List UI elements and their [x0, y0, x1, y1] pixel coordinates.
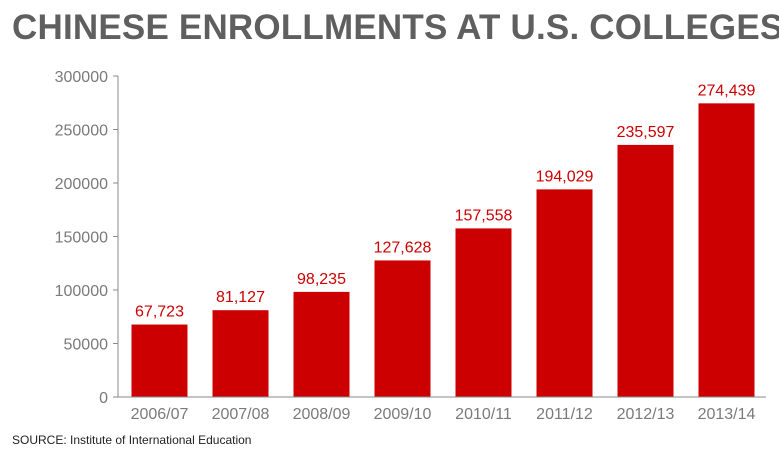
data-label: 127,628 — [374, 239, 432, 256]
bar — [536, 189, 593, 397]
y-tick-label: 100000 — [55, 283, 108, 300]
data-label: 274,439 — [698, 82, 756, 99]
x-tick-label: 2012/13 — [617, 406, 675, 423]
source-note: SOURCE: Institute of International Educa… — [12, 433, 252, 447]
data-label: 194,029 — [536, 168, 594, 185]
x-tick-label: 2009/10 — [374, 406, 432, 423]
y-tick-label: 250000 — [55, 123, 108, 140]
x-tick-label: 2008/09 — [293, 406, 351, 423]
y-tick-label: 300000 — [55, 69, 108, 86]
bars: 67,723 81,127 98,235 127,628 157,558 194,029 2… — [131, 82, 756, 397]
data-label: 98,235 — [297, 271, 346, 288]
x-tick-label: 2007/08 — [212, 406, 270, 423]
bar — [212, 310, 269, 397]
x-tick-label: 2006/07 — [131, 406, 189, 423]
x-tick-label: 2010/11 — [455, 406, 512, 423]
bar — [617, 144, 674, 397]
bar — [131, 324, 188, 397]
y-tick-label: 150000 — [55, 230, 108, 247]
bar — [698, 103, 755, 397]
data-label: 67,723 — [135, 304, 184, 321]
bar — [374, 260, 431, 397]
data-label: 157,558 — [455, 207, 513, 224]
x-tick-label: 2011/12 — [536, 406, 593, 423]
bar — [293, 291, 350, 397]
x-tick-label: 2013/14 — [698, 406, 756, 423]
y-axis: 0 50000 100000 150000 200000 250000 300000 — [55, 69, 119, 407]
bar — [455, 228, 512, 397]
x-axis: 2006/07 2007/08 2008/09 2009/10 2010/11 2011/… — [118, 396, 766, 423]
data-label: 235,597 — [617, 124, 675, 141]
data-label: 81,127 — [216, 289, 265, 306]
y-tick-label: 0 — [99, 390, 108, 407]
y-tick-label: 200000 — [55, 176, 108, 193]
y-tick-label: 50000 — [64, 337, 109, 354]
chart-title: CHINESE ENROLLMENTS AT U.S. COLLEGES — [12, 8, 779, 47]
